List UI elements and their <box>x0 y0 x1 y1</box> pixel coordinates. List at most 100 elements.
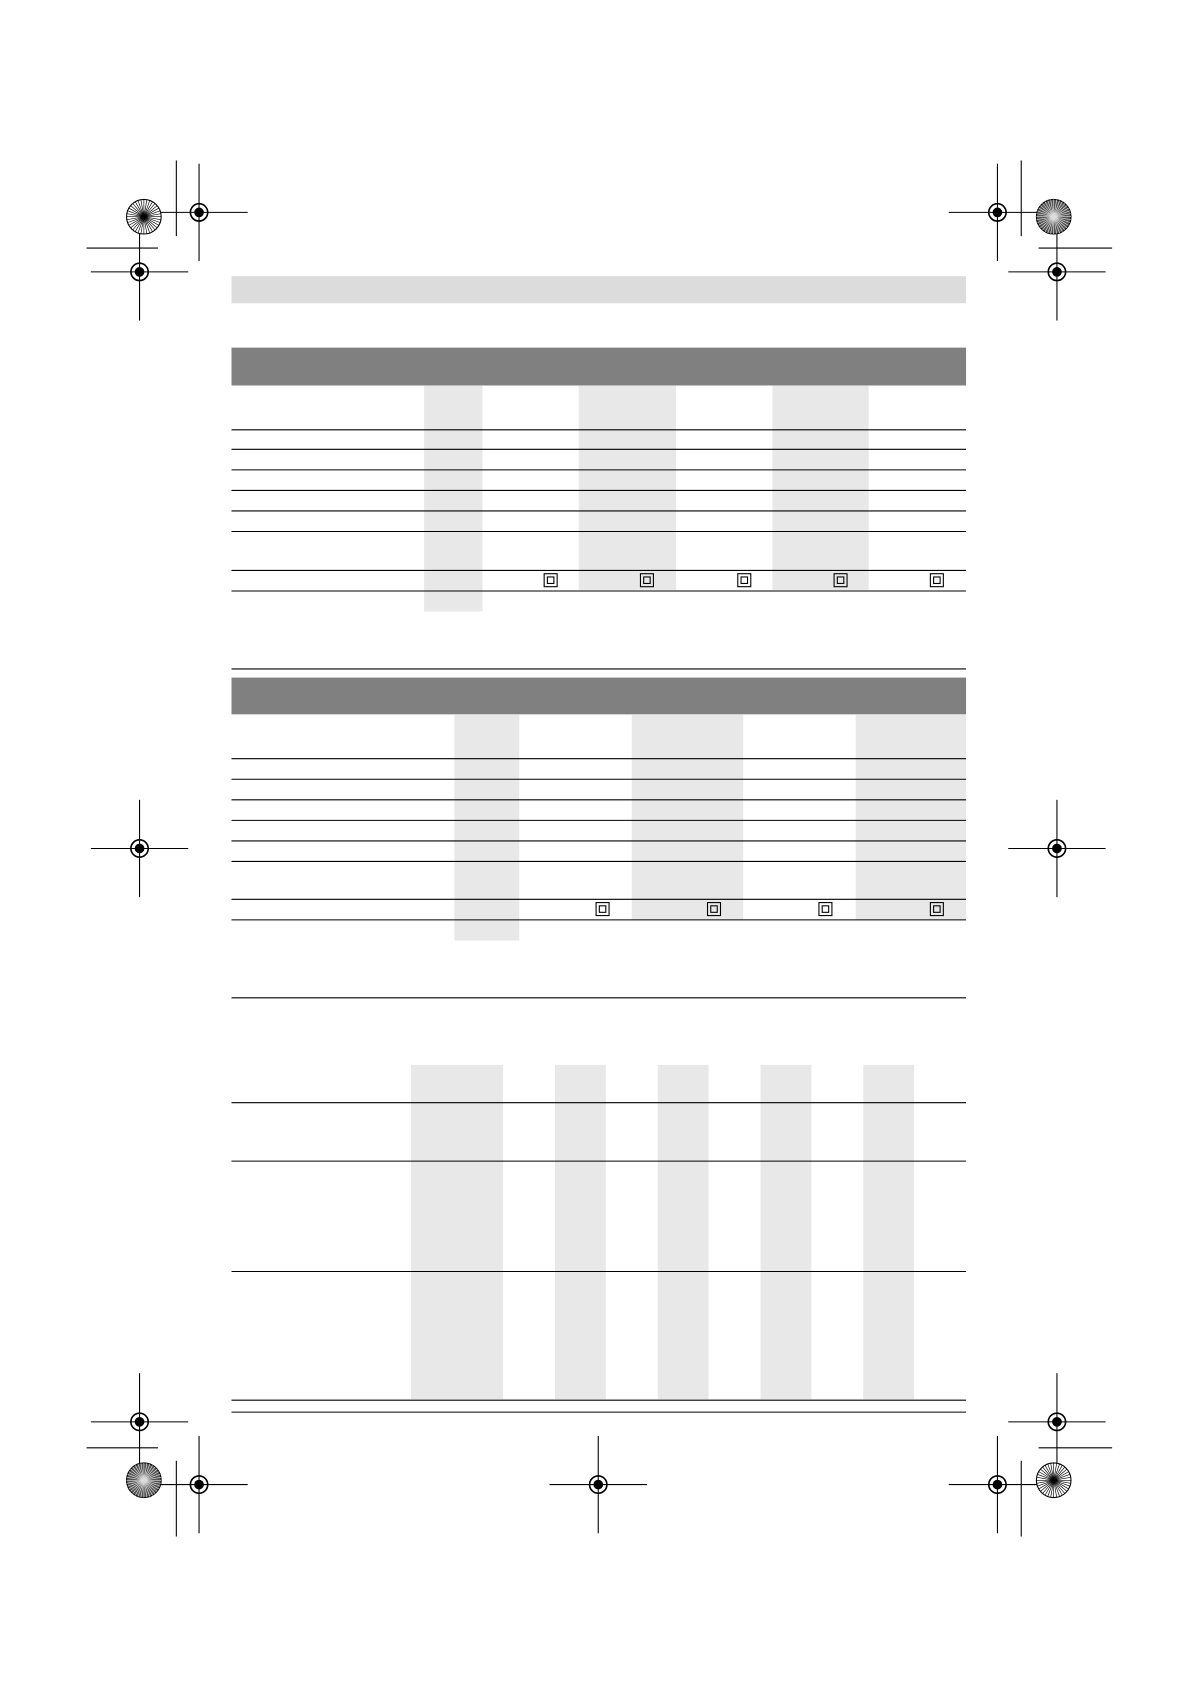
star-target <box>143 1479 161 1487</box>
star-target <box>143 1474 161 1481</box>
star-target <box>1053 1480 1068 1492</box>
star-target <box>143 1466 156 1481</box>
star-target <box>137 200 145 217</box>
star-target <box>140 1480 145 1498</box>
class-ii-symbol <box>595 902 610 917</box>
star-target <box>137 1480 145 1497</box>
star-target <box>143 1468 158 1481</box>
star-target <box>143 216 156 231</box>
registration-mark <box>134 843 145 854</box>
star-target <box>143 200 151 217</box>
star-target <box>1047 200 1054 217</box>
star-target <box>1037 210 1054 218</box>
star-target <box>1053 1468 1068 1481</box>
shaded-column <box>855 714 967 920</box>
star-target <box>1042 1466 1054 1481</box>
class-ii-symbol <box>929 573 944 588</box>
star-target <box>143 1463 148 1481</box>
star-target <box>137 216 145 234</box>
class-ii-symbol <box>598 905 607 913</box>
star-target <box>143 1465 153 1481</box>
star-target <box>1050 1463 1055 1481</box>
registration-mark <box>130 839 150 858</box>
class-ii-symbol <box>833 573 848 588</box>
registration-mark <box>1052 843 1062 854</box>
table-header <box>231 347 967 386</box>
registration-mark <box>194 207 204 218</box>
star-target <box>1050 1480 1055 1498</box>
star-target <box>128 216 145 226</box>
class-ii-symbol <box>740 576 749 584</box>
star-target <box>1040 205 1054 217</box>
class-ii-symbol <box>933 905 941 913</box>
star-target <box>1053 199 1058 217</box>
star-target <box>143 1480 153 1496</box>
registration-mark <box>134 267 145 277</box>
registration-mark <box>189 1475 209 1495</box>
star-target <box>1053 1474 1071 1481</box>
star-target <box>1036 1476 1054 1481</box>
star-target <box>1042 203 1054 217</box>
star-target <box>1037 1479 1054 1487</box>
header-band <box>231 276 967 304</box>
class-ii-symbol <box>737 573 752 588</box>
class-ii-symbol <box>639 573 654 588</box>
class-ii-symbol <box>643 576 651 584</box>
star-target <box>1053 216 1060 234</box>
star-target <box>1053 1476 1071 1481</box>
star-target <box>143 216 160 226</box>
star-target <box>1036 216 1054 221</box>
class-ii-symbol <box>929 902 944 917</box>
registration-mark <box>992 1479 1003 1490</box>
star-target <box>1053 1480 1058 1498</box>
shaded-column <box>411 1064 504 1400</box>
star-target <box>143 213 161 218</box>
star-target <box>126 1476 144 1481</box>
star-target <box>1053 1480 1063 1496</box>
star-target <box>1038 216 1054 226</box>
star-target <box>1053 205 1068 217</box>
star-target <box>134 216 145 232</box>
star-target <box>143 1479 160 1490</box>
star-target <box>132 203 145 217</box>
star-target <box>1053 1465 1063 1481</box>
registration-mark <box>134 1416 145 1427</box>
star-target <box>1053 1479 1071 1487</box>
star-target <box>140 216 145 234</box>
registration-mark <box>1047 1412 1067 1432</box>
star-target <box>1053 216 1058 234</box>
star-target <box>1053 216 1071 223</box>
star-target <box>140 1463 145 1481</box>
registration-mark <box>194 1479 204 1490</box>
class-ii-symbol <box>706 902 722 917</box>
star-target <box>143 1471 160 1481</box>
class-ii-symbol <box>933 576 941 584</box>
registration-mark <box>992 207 1003 218</box>
star-target <box>143 216 158 229</box>
star-target <box>1038 1471 1054 1481</box>
star-target <box>130 205 145 217</box>
star-target <box>130 1468 145 1481</box>
star-target <box>134 201 145 217</box>
star-target <box>143 216 151 234</box>
class-ii-symbol <box>710 905 718 913</box>
shaded-column <box>863 1064 915 1400</box>
star-target <box>143 205 158 217</box>
star-target <box>1050 216 1055 234</box>
class-ii-symbol <box>543 573 558 588</box>
shaded-column <box>657 1064 709 1400</box>
registration-mark <box>588 1475 608 1495</box>
star-target <box>1053 1466 1066 1481</box>
star-target <box>143 1476 161 1481</box>
shaded-column <box>760 1064 812 1400</box>
registration-mark <box>987 202 1007 222</box>
star-target <box>140 199 145 217</box>
star-target <box>132 1480 145 1494</box>
star-target <box>1036 213 1054 218</box>
star-target <box>1053 1479 1071 1484</box>
star-target <box>127 210 144 218</box>
star-target <box>143 207 160 217</box>
star-target <box>143 216 153 232</box>
